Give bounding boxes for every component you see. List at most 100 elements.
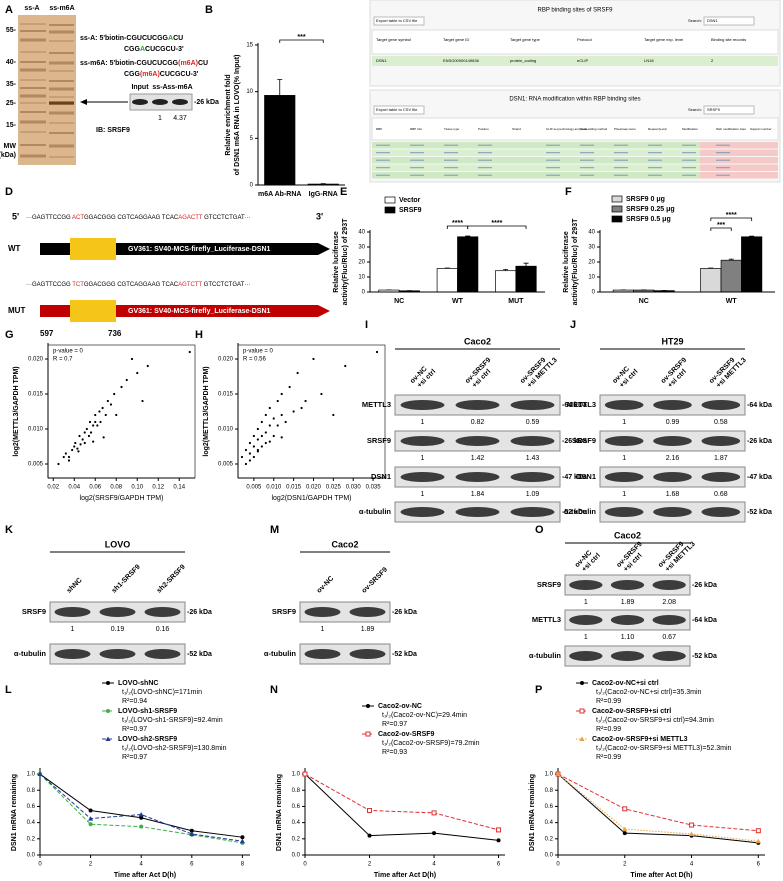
point [79, 443, 82, 446]
legend-stat: t₁/₂(LOVO-sh1-SRSF9)=92.4min [122, 717, 223, 724]
mw-label: 15- [6, 122, 17, 129]
legend-marker [365, 731, 371, 737]
y-tick-label: 0.6 [292, 804, 301, 810]
legend-stat: t₁/₂(Caco2-ov-SRSF9)=79.2min [382, 740, 480, 747]
y-tick-label: 0.0 [292, 853, 301, 859]
quant: 1 [421, 455, 425, 462]
point [284, 420, 287, 424]
significance-bracket [710, 227, 732, 231]
quant: 0.59 [526, 419, 540, 426]
quant: 2.08 [662, 599, 676, 606]
point [304, 399, 307, 403]
search-box [703, 16, 755, 26]
quant: 0.16 [156, 626, 170, 633]
mw-label: -26 kDa [562, 438, 587, 445]
legend-label: LOVO-shNC [118, 680, 158, 687]
band [569, 580, 603, 590]
y-tick-label: 15 [246, 43, 253, 49]
legend-label: SRSF9 0.25 μg [626, 206, 675, 213]
point [320, 392, 323, 396]
legend-marker [579, 736, 585, 741]
blot-title: Caco2 [464, 336, 491, 346]
band [54, 649, 91, 659]
band [304, 607, 341, 617]
row-label: SRSF9 [537, 580, 561, 589]
sequence-part: GTCCTCTGAT··· [202, 215, 250, 221]
sequence-part: CU [173, 35, 183, 42]
series-line [304, 773, 499, 831]
table-header-cell: Target gene type [510, 37, 541, 42]
sequence-part: CU [198, 60, 208, 67]
point [240, 835, 245, 840]
panel-label: M [270, 524, 279, 536]
legend-swatch [384, 196, 396, 204]
point [83, 441, 86, 445]
sequence-part: AGTCTT [178, 282, 202, 288]
table-header-cell: Target gene symbol [376, 37, 411, 42]
point [102, 436, 105, 439]
series-line [557, 773, 759, 832]
y-axis-label: Relative enrichment fold [225, 74, 232, 155]
point [104, 413, 107, 417]
quant: 0.99 [666, 419, 680, 426]
point [109, 403, 113, 406]
point [189, 831, 195, 836]
point [141, 399, 144, 403]
prime-label: 5' [12, 211, 19, 221]
mw-label: 25- [6, 100, 17, 107]
legend-marker [106, 709, 110, 713]
row-label: DSN1 [371, 472, 391, 481]
sequence-part: ss-A: 5'biotin-CGUCUCGG [80, 35, 169, 42]
search-box [703, 105, 755, 115]
bar [741, 236, 763, 293]
panel-label: O [535, 524, 544, 536]
mw-label: -26 kDa [194, 99, 219, 106]
table-header-cell: RBP [376, 127, 382, 131]
legend-marker [580, 681, 584, 685]
point [88, 420, 92, 424]
y-tick-label: 0.8 [545, 788, 554, 794]
annotation: p-value = 0 [243, 349, 274, 355]
band [99, 607, 136, 617]
band [349, 649, 386, 659]
construct-label: MUT [8, 306, 25, 315]
point [280, 436, 283, 439]
table-row [372, 164, 778, 171]
table-header-cell: Protocol [577, 37, 592, 42]
construct-arrow [116, 305, 330, 317]
panel-label: L [5, 684, 12, 696]
x-tick-label: MUT [508, 298, 524, 305]
row-label: SRSF9 [572, 436, 596, 445]
band [610, 615, 645, 625]
quant: 0.58 [714, 419, 728, 426]
y-tick-label: 0.8 [27, 788, 36, 794]
mw-label: 55- [6, 27, 17, 34]
x-axis-label: log2(SRSF9/GAPDH TPM) [80, 495, 164, 502]
sequence-part: ···GAGTTCCGG [26, 215, 72, 221]
prime-label: 3' [316, 211, 323, 221]
y-tick-label: 0.0 [27, 853, 36, 859]
point [755, 838, 761, 844]
sequence-part: A [168, 35, 173, 42]
legend-label: SRSF9 0.5 μg [626, 216, 671, 223]
construct-arrow [116, 243, 330, 255]
point [555, 771, 561, 777]
mw-label: -64 kDa [692, 617, 717, 624]
row-label: α-tubulin [359, 507, 392, 516]
point [252, 445, 255, 448]
y-tick-label: 40 [358, 230, 365, 236]
point [375, 350, 379, 354]
point [622, 806, 628, 812]
point [94, 413, 97, 417]
table-row-highlight [700, 149, 778, 156]
x-axis-label: Time after Act D(h) [630, 872, 692, 879]
band [604, 436, 644, 446]
band [604, 400, 644, 410]
band [144, 649, 181, 659]
sequence-part: ···GAGTTCCGG [26, 282, 72, 288]
row-label: α-tubulin [529, 651, 562, 660]
legend-stat: R²=0.93 [382, 749, 407, 756]
point [88, 822, 93, 827]
point [264, 431, 267, 434]
